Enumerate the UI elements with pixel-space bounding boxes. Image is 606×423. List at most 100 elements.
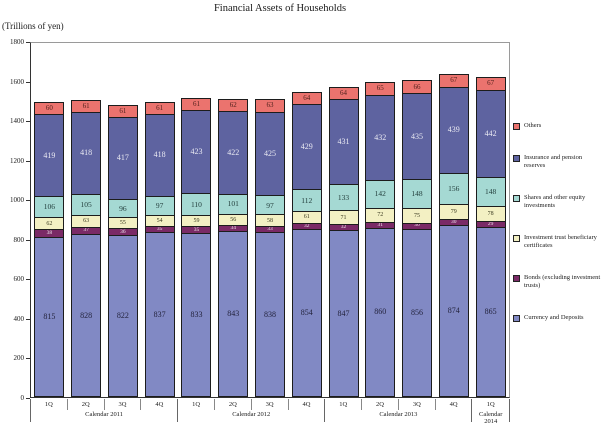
y-axis-tick-mark	[26, 318, 30, 320]
y-axis-tick-label: 800	[13, 235, 25, 244]
x-axis-quarter-label: 3Q	[105, 399, 142, 410]
bar-segment: 34	[218, 224, 249, 232]
bar-segment: 59	[181, 214, 212, 227]
x-axis-quarter-label: 1Q	[486, 401, 495, 408]
stacked-bar: 838 33 58 97 425 63	[254, 43, 285, 397]
stacked-bar: 856 30 75 148 435 66	[402, 43, 433, 397]
bar-segment: 110	[181, 193, 212, 215]
y-axis-tick-label: 1000	[10, 196, 24, 205]
bar-segment: 148	[402, 178, 433, 209]
legend-item: Insurance and pension reserves	[513, 154, 605, 170]
legend-label: Insurance and pension reserves	[524, 153, 583, 169]
bar-segment: 96	[107, 198, 138, 218]
bar-segment: 31	[365, 221, 396, 228]
bar-segment: 97	[144, 195, 175, 215]
bar-segment: 432	[365, 94, 396, 180]
y-axis-tick-mark	[26, 358, 30, 360]
bar-segment: 33	[254, 225, 285, 233]
bar-segment: 54	[144, 214, 175, 226]
x-axis-quarter-label: 4Q	[302, 401, 311, 408]
bar-segment: 822	[107, 235, 138, 397]
legend-item: Shares and other equity investments	[513, 194, 605, 210]
legend-swatch	[513, 123, 520, 130]
stacked-bar: 833 35 59 110 423 61	[181, 43, 212, 397]
bar-segment: 61	[107, 104, 138, 117]
legend-swatch	[513, 194, 520, 202]
bar-segment: 854	[291, 229, 322, 397]
x-axis-year-label: Calendar 2014	[479, 411, 503, 423]
legend-item: Currency and Deposits	[513, 314, 605, 322]
x-axis-quarter-label: 4Q	[155, 401, 164, 408]
bar-segment: 833	[181, 233, 212, 397]
x-axis-year-label: Calendar 2011	[85, 411, 123, 418]
stacked-bar: 865 29 78 148 442 67	[475, 43, 506, 397]
bar-segment: 63	[254, 99, 285, 112]
bar-segment: 815	[34, 236, 65, 397]
bar-segment: 61	[71, 99, 102, 112]
y-axis-tick-mark	[26, 200, 30, 202]
bar-segment: 106	[34, 196, 65, 218]
bar-segment: 418	[144, 113, 175, 196]
bars-row: 815 38 62 106 419 60 828 37 63 105 418 61 822 36 55 96 4…	[31, 43, 509, 397]
bar-segment: 32	[328, 224, 359, 231]
bar-segment: 847	[328, 230, 359, 397]
y-axis-tick-label: 600	[13, 275, 25, 284]
x-axis-quarter-label: 3Q	[399, 399, 436, 410]
bar-segment: 63	[71, 214, 102, 227]
y-axis-tick-label: 1800	[10, 38, 24, 46]
legend-swatch	[513, 154, 520, 162]
stacked-bar: 860 31 72 142 432 65	[365, 43, 396, 397]
bar-segment: 75	[402, 208, 433, 223]
bar-segment: 37	[71, 226, 102, 235]
x-axis-quarter-label: 2Q	[68, 399, 105, 410]
bar-slot: 837 35 54 97 418 61	[141, 43, 178, 397]
bar-segment: 439	[438, 86, 469, 174]
bar-slot: 822 36 55 96 417 61	[105, 43, 142, 397]
bar-segment: 62	[218, 98, 249, 111]
stacked-bar: 822 36 55 96 417 61	[107, 43, 138, 397]
bar-segment: 66	[402, 80, 433, 94]
bar-segment: 30	[438, 219, 469, 226]
x-axis: 1Q 2Q 3Q 4Q Calendar 2011 1Q 2Q 3Q 4Q Calendar 20…	[30, 399, 510, 423]
bar-slot: 843 34 56 101 422 62	[215, 43, 252, 397]
bar-segment: 64	[291, 91, 322, 105]
bar-segment: 36	[107, 228, 138, 236]
bar-segment: 65	[365, 81, 396, 95]
bar-segment: 133	[328, 184, 359, 211]
legend-label: Currency and Deposits	[524, 313, 584, 321]
bar-segment: 429	[291, 104, 322, 189]
bar-segment: 112	[291, 188, 322, 211]
legend-item: Investment trust beneficiary certificate…	[513, 234, 605, 250]
y-axis-tick-mark	[26, 239, 30, 241]
y-axis-tick-label: 1600	[10, 77, 24, 86]
bar-segment: 30	[402, 222, 433, 229]
bar-slot: 815 38 62 106 419 60	[31, 43, 68, 397]
x-axis-year-group: 1Q 2Q 3Q 4Q Calendar 2013	[325, 399, 473, 422]
y-axis: 0 200 400 600 800 1000 1200 1400 1600 1800	[0, 38, 30, 402]
stacked-bar: 874 30 79 156 439 67	[438, 43, 469, 397]
x-axis-year-label: Calendar 2012	[232, 411, 271, 418]
x-axis-quarter-label: 4Q	[449, 401, 458, 408]
bar-segment: 62	[34, 217, 65, 230]
y-axis-tick-label: 1200	[10, 156, 24, 165]
bar-segment: 856	[402, 228, 433, 397]
y-axis-unit-label: (Trillions of yen)	[2, 21, 64, 31]
y-axis-tick-mark	[26, 121, 30, 123]
x-axis-quarter-label: 2Q	[362, 399, 399, 410]
stacked-bar: 847 32 71 133 431 64	[328, 43, 359, 397]
bar-slot: 865 29 78 148 442 67	[472, 43, 509, 397]
x-axis-quarter-label: 2Q	[215, 399, 252, 410]
bar-segment: 61	[181, 97, 212, 110]
bar-segment: 419	[34, 113, 65, 197]
bar-segment: 79	[438, 203, 469, 220]
bar-segment: 142	[365, 179, 396, 208]
bar-segment: 71	[328, 210, 359, 225]
bar-segment: 35	[144, 225, 175, 233]
bar-segment: 67	[475, 76, 506, 90]
bar-segment: 417	[107, 116, 138, 199]
legend-swatch	[513, 274, 520, 282]
bar-segment: 64	[328, 86, 359, 100]
stacked-bar: 828 37 63 105 418 61	[71, 43, 102, 397]
y-axis-tick-mark	[26, 42, 30, 43]
x-axis-year-group: 1Q 2Q 3Q 4Q Calendar 2011	[30, 399, 179, 422]
